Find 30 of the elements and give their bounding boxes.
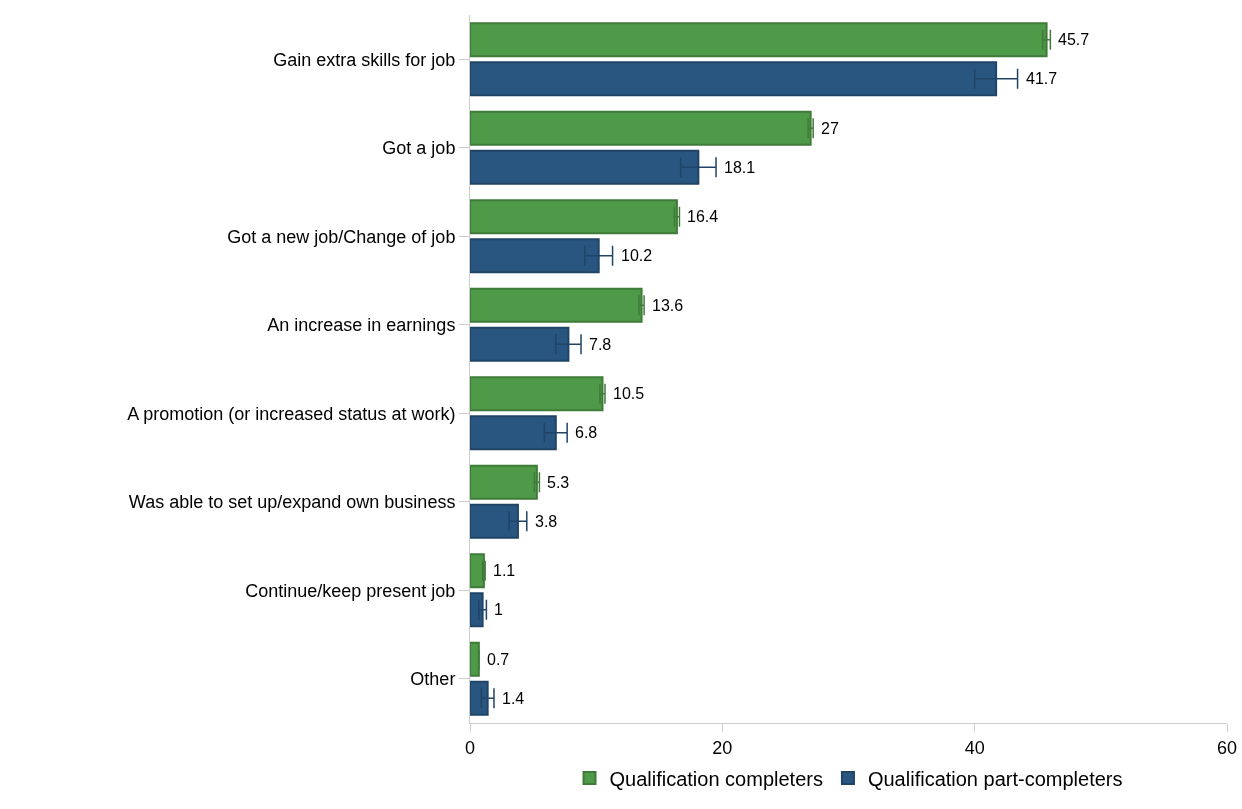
legend-label: Qualification completers: [609, 767, 823, 790]
data-label: 45.7: [1058, 31, 1090, 48]
y-tick-label: Continue/keep present job: [245, 580, 456, 601]
data-label: 27: [821, 120, 839, 137]
y-tick-label: A promotion (or increased status at work): [127, 403, 456, 424]
data-label: 16.4: [687, 208, 719, 225]
data-label: 7.8: [589, 336, 612, 353]
legend-label: Qualification part-completers: [867, 767, 1123, 790]
x-tick-label: 20: [712, 737, 733, 758]
data-label: 1: [494, 601, 503, 618]
data-label: 18.1: [724, 159, 756, 176]
y-tick-label: An increase in earnings: [267, 315, 456, 336]
data-label: 5.3: [547, 474, 570, 491]
y-tick-label: Got a job: [382, 138, 456, 159]
x-tick-label: 40: [964, 737, 985, 758]
x-tick-label: 0: [464, 737, 476, 758]
y-tick-label: Was able to set up/expand own business: [128, 492, 456, 513]
data-label: 0.7: [487, 651, 510, 668]
data-label: 10.5: [613, 385, 645, 402]
data-label: 1.4: [502, 690, 525, 707]
y-tick-label: Got a new job/Change of job: [227, 226, 456, 247]
data-label: 41.7: [1026, 70, 1058, 87]
x-tick-label: 60: [1216, 737, 1238, 758]
y-tick-label: Other: [410, 669, 456, 690]
data-label: 10.2: [621, 247, 653, 264]
data-label: 6.8: [575, 424, 598, 441]
y-tick-label: Gain extra skills for job: [273, 49, 456, 70]
data-label: 13.6: [652, 297, 684, 314]
data-label: 1.1: [493, 562, 516, 579]
data-label: 3.8: [535, 513, 558, 530]
